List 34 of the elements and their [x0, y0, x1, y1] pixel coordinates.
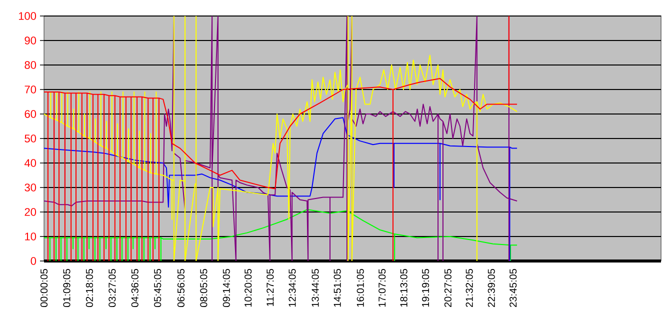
y-tick-label: 40 [24, 159, 36, 167]
x-tick-label: 19:19:05 [422, 268, 430, 307]
y-tick-label: 10 [25, 232, 36, 240]
y-tick-label: 30 [24, 184, 36, 192]
y-tick-label: 90 [24, 36, 36, 44]
x-tick-label: 10:20:05 [244, 268, 252, 307]
x-tick-label: 14:51:05 [334, 268, 341, 307]
x-tick-label: 00:00:05 [40, 268, 48, 308]
x-tick-label: 12:34:05 [288, 268, 296, 307]
x-tick-label: 09:14:05 [222, 268, 230, 308]
x-tick-label: 20:27:05 [444, 268, 452, 307]
x-tick-label: 21:32:05 [466, 268, 473, 307]
y-tick-label: 20 [24, 208, 36, 216]
x-tick-label: 04:36:05 [131, 268, 138, 308]
x-tick-label: 01:09:05 [63, 268, 70, 308]
y-tick-label: 100 [18, 12, 36, 20]
y-tick-label: 0 [30, 257, 36, 265]
x-tick-label: 17:07:05 [378, 268, 386, 307]
x-tick-label: 18:13:05 [400, 268, 408, 307]
x-tick-label: 13:44:05 [312, 268, 319, 307]
x-tick-label: 22:39:05 [488, 268, 495, 307]
x-tick-label: 16:01:05 [356, 268, 364, 307]
x-tick-label: 06:56:05 [177, 268, 185, 308]
x-tick-label: 03:27:05 [108, 268, 116, 308]
y-tick-label: 50 [24, 134, 36, 142]
x-tick-label: 08:05:05 [200, 268, 208, 308]
x-tick-label: 05:45:05 [154, 268, 162, 308]
x-tick-label: 02:18:05 [86, 268, 93, 308]
y-tick-label: 80 [24, 61, 36, 69]
x-tick-label: 23:45:05 [510, 268, 517, 307]
y-tick-label: 70 [24, 86, 36, 94]
y-tick-label: 60 [24, 110, 36, 118]
x-tick-label: 11:27:05 [266, 268, 274, 306]
line-series [44, 209, 518, 261]
